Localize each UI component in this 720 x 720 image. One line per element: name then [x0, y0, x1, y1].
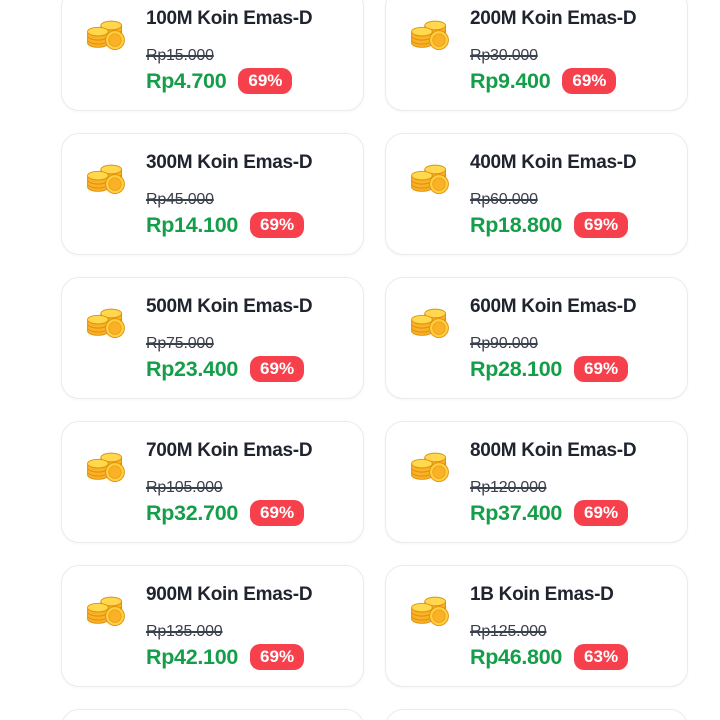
gold-coins-icon [84, 161, 128, 195]
price-row: Rp9.400 69% [470, 68, 671, 94]
product-title: 600M Koin Emas-D [470, 296, 637, 317]
gold-coins-icon [408, 17, 452, 51]
discount-badge: 63% [574, 644, 629, 670]
product-title: 800M Koin Emas-D [470, 440, 637, 461]
product-info: 700M Koin Emas-D Rp105.000 Rp32.700 69% [146, 439, 347, 526]
discount-price: Rp18.800 [470, 213, 563, 237]
price-row: Rp4.700 69% [146, 68, 347, 94]
product-card[interactable]: 400M Koin Emas-D Rp60.000 Rp18.800 69% [385, 133, 688, 255]
product-info: 600M Koin Emas-D Rp90.000 Rp28.100 69% [470, 295, 671, 382]
product-card[interactable]: 800M Koin Emas-D Rp120.000 Rp37.400 69% [385, 421, 688, 543]
gold-coins-icon [408, 449, 452, 483]
product-info: 900M Koin Emas-D Rp135.000 Rp42.100 69% [146, 583, 347, 670]
product-title: 100M Koin Emas-D [146, 8, 313, 29]
original-price: Rp125.000 [470, 623, 547, 640]
original-price: Rp135.000 [146, 623, 223, 640]
discount-price: Rp14.100 [146, 213, 239, 237]
price-row: Rp46.800 63% [470, 644, 671, 670]
product-info: 500M Koin Emas-D Rp75.000 Rp23.400 69% [146, 295, 347, 382]
product-title: 1B Koin Emas-D [470, 584, 614, 605]
product-info: 100M Koin Emas-D Rp15.000 Rp4.700 69% [146, 7, 347, 94]
gold-coins-icon [84, 305, 128, 339]
product-info: 800M Koin Emas-D Rp120.000 Rp37.400 69% [470, 439, 671, 526]
product-card-partial[interactable] [61, 709, 364, 720]
gold-coins-icon [408, 593, 452, 627]
price-row: Rp18.800 69% [470, 212, 671, 238]
discount-price: Rp46.800 [470, 645, 563, 669]
discount-badge: 69% [574, 356, 629, 382]
discount-price: Rp28.100 [470, 357, 563, 381]
product-card[interactable]: 300M Koin Emas-D Rp45.000 Rp14.100 69% [61, 133, 364, 255]
original-price: Rp90.000 [470, 335, 538, 352]
product-info: 300M Koin Emas-D Rp45.000 Rp14.100 69% [146, 151, 347, 238]
product-card[interactable]: 200M Koin Emas-D Rp30.000 Rp9.400 69% [385, 0, 688, 111]
discount-badge: 69% [574, 500, 629, 526]
original-price: Rp15.000 [146, 47, 214, 64]
price-row: Rp28.100 69% [470, 356, 671, 382]
product-title: 700M Koin Emas-D [146, 440, 313, 461]
gold-coins-icon [408, 161, 452, 195]
discount-badge: 69% [250, 500, 305, 526]
discount-price: Rp32.700 [146, 501, 239, 525]
discount-badge: 69% [562, 68, 617, 94]
original-price: Rp75.000 [146, 335, 214, 352]
product-card[interactable]: 700M Koin Emas-D Rp105.000 Rp32.700 69% [61, 421, 364, 543]
product-grid: 100M Koin Emas-D Rp15.000 Rp4.700 69% [61, 0, 688, 720]
product-title: 400M Koin Emas-D [470, 152, 637, 173]
product-title: 900M Koin Emas-D [146, 584, 313, 605]
price-row: Rp42.100 69% [146, 644, 347, 670]
product-info: 200M Koin Emas-D Rp30.000 Rp9.400 69% [470, 7, 671, 94]
product-title: 500M Koin Emas-D [146, 296, 313, 317]
gold-coins-icon [84, 449, 128, 483]
discount-price: Rp4.700 [146, 69, 227, 93]
product-card[interactable]: 900M Koin Emas-D Rp135.000 Rp42.100 69% [61, 565, 364, 687]
price-row: Rp37.400 69% [470, 500, 671, 526]
product-card[interactable]: 600M Koin Emas-D Rp90.000 Rp28.100 69% [385, 277, 688, 399]
product-card[interactable]: 1B Koin Emas-D Rp125.000 Rp46.800 63% [385, 565, 688, 687]
discount-badge: 69% [250, 212, 305, 238]
discount-badge: 69% [250, 644, 305, 670]
product-card-partial[interactable] [385, 709, 688, 720]
discount-badge: 69% [238, 68, 293, 94]
discount-price: Rp42.100 [146, 645, 239, 669]
discount-price: Rp23.400 [146, 357, 239, 381]
product-info: 1B Koin Emas-D Rp125.000 Rp46.800 63% [470, 583, 671, 670]
discount-price: Rp9.400 [470, 69, 551, 93]
gold-coins-icon [84, 17, 128, 51]
discount-price: Rp37.400 [470, 501, 563, 525]
original-price: Rp30.000 [470, 47, 538, 64]
product-card[interactable]: 500M Koin Emas-D Rp75.000 Rp23.400 69% [61, 277, 364, 399]
original-price: Rp105.000 [146, 479, 223, 496]
price-row: Rp14.100 69% [146, 212, 347, 238]
price-row: Rp32.700 69% [146, 500, 347, 526]
original-price: Rp120.000 [470, 479, 547, 496]
price-row: Rp23.400 69% [146, 356, 347, 382]
original-price: Rp45.000 [146, 191, 214, 208]
original-price: Rp60.000 [470, 191, 538, 208]
product-info: 400M Koin Emas-D Rp60.000 Rp18.800 69% [470, 151, 671, 238]
product-card[interactable]: 100M Koin Emas-D Rp15.000 Rp4.700 69% [61, 0, 364, 111]
gold-coins-icon [408, 305, 452, 339]
gold-coins-icon [84, 593, 128, 627]
discount-badge: 69% [250, 356, 305, 382]
product-title: 300M Koin Emas-D [146, 152, 313, 173]
product-title: 200M Koin Emas-D [470, 8, 637, 29]
discount-badge: 69% [574, 212, 629, 238]
